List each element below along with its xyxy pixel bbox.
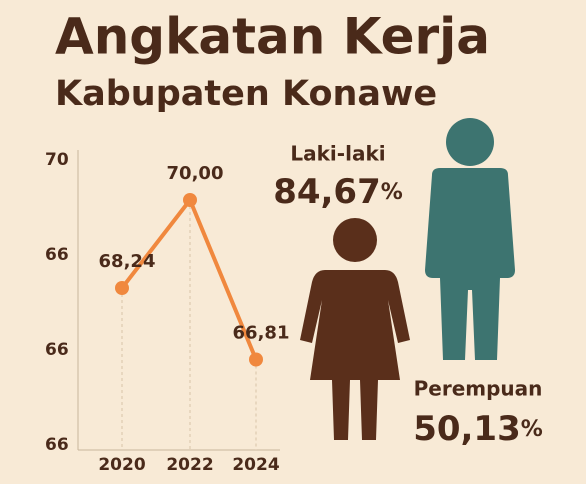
point [249,352,263,367]
value-label: 50,13 [413,409,521,449]
data-label: 70,00 [167,163,224,184]
gender-value: 50,13% [413,409,543,449]
title: Angkatan Kerja [55,8,490,66]
data-label: 68,24 [99,251,156,272]
gender-value: 84,67% [273,172,403,212]
man-figure [425,118,515,360]
x-tick-label: 2020 [98,455,145,475]
unit: % [521,417,543,442]
woman-figure [300,218,410,440]
gender-name: Perempuan [414,377,543,401]
y-axis-label: 66 [45,340,69,360]
value-label: 84,67 [273,172,381,212]
point [183,193,197,207]
y-axis-label: 66 [45,245,69,265]
subtitle: Kabupaten Konawe [55,74,437,114]
data-label: 66,81 [233,323,290,344]
unit: % [381,180,403,205]
y-axis-label: 66 [45,435,69,455]
y-axis-label: 70 [45,150,69,170]
x-tick-label: 2022 [166,455,213,475]
gender-name: Laki-laki [290,142,385,166]
x-tick-label: 2024 [232,455,279,475]
point [115,281,129,295]
